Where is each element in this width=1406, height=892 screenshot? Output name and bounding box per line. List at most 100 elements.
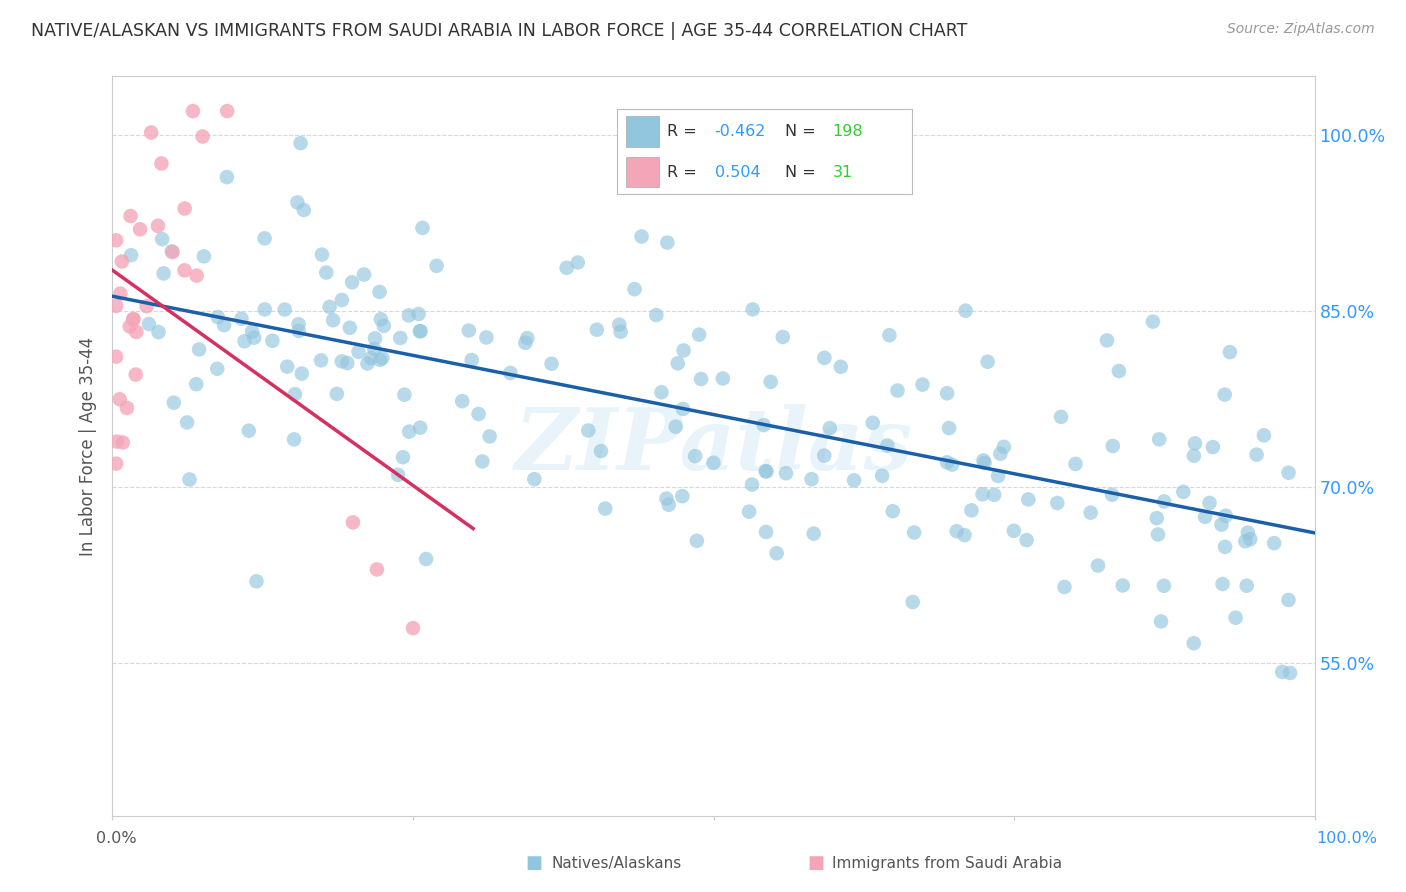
Point (105, 457, 128, 471)
Text: Source: ZipAtlas.com: Source: ZipAtlas.com (1227, 22, 1375, 37)
Point (1017, 492, 1039, 507)
Point (152, 267, 174, 281)
Point (941, 458, 963, 472)
Point (287, 318, 309, 332)
Point (1153, 494, 1175, 508)
Point (253, 302, 276, 317)
Point (1212, 577, 1234, 591)
Point (1080, 506, 1102, 520)
Point (217, 104, 239, 119)
Point (702, 456, 724, 470)
Point (1112, 578, 1135, 592)
Point (1194, 509, 1216, 524)
Point (1153, 579, 1175, 593)
Point (803, 526, 825, 541)
Point (960, 503, 983, 517)
Point (623, 282, 645, 296)
Point (181, 104, 204, 119)
Point (988, 447, 1011, 461)
Point (262, 334, 284, 348)
Point (903, 525, 925, 540)
Point (1202, 440, 1225, 454)
Point (409, 420, 432, 434)
Point (125, 368, 148, 382)
Point (830, 359, 852, 374)
Y-axis label: In Labor Force | Age 35-44: In Labor Force | Age 35-44 (79, 336, 97, 556)
Point (555, 260, 578, 275)
Point (176, 416, 198, 430)
Point (976, 355, 998, 369)
Point (356, 356, 378, 370)
Point (1108, 364, 1130, 378)
Point (1236, 579, 1258, 593)
Point (353, 268, 375, 282)
Point (193, 249, 215, 263)
Point (609, 325, 631, 339)
Point (371, 351, 394, 365)
Point (688, 327, 710, 342)
Point (426, 259, 449, 273)
Point (765, 546, 787, 560)
Point (191, 129, 214, 144)
Text: Immigrants from Saudi Arabia: Immigrants from Saudi Arabia (832, 856, 1063, 871)
Point (368, 285, 391, 299)
Point (1215, 508, 1237, 523)
Point (953, 528, 976, 542)
Point (292, 202, 315, 217)
Point (366, 562, 388, 576)
Text: NATIVE/ALASKAN VS IMMIGRANTS FROM SAUDI ARABIA IN LABOR FORCE | AGE 35-44 CORREL: NATIVE/ALASKAN VS IMMIGRANTS FROM SAUDI … (31, 22, 967, 40)
Point (274, 302, 297, 317)
Point (451, 394, 474, 409)
Point (983, 488, 1005, 502)
Text: 100.0%: 100.0% (1316, 831, 1378, 846)
Point (363, 342, 385, 356)
Point (993, 440, 1015, 454)
Point (1046, 496, 1069, 510)
Point (1064, 457, 1087, 471)
Point (741, 477, 763, 491)
Point (253, 231, 276, 245)
Point (315, 266, 337, 280)
Point (567, 255, 589, 269)
Text: 0.0%: 0.0% (97, 831, 136, 846)
Point (711, 371, 734, 385)
Point (1271, 665, 1294, 679)
Point (340, 276, 363, 290)
Point (911, 377, 934, 392)
Point (585, 323, 607, 337)
Point (1277, 593, 1299, 607)
Point (122, 312, 145, 326)
Point (475, 330, 498, 344)
Point (245, 574, 267, 589)
Point (973, 456, 995, 470)
Point (672, 343, 695, 358)
Point (818, 421, 841, 435)
Point (738, 505, 761, 519)
Point (120, 248, 142, 262)
Point (1182, 449, 1205, 463)
Point (755, 464, 778, 478)
Point (360, 351, 382, 365)
Point (540, 357, 562, 371)
Point (139, 126, 162, 140)
Point (862, 416, 884, 430)
Point (842, 474, 865, 488)
Point (515, 335, 537, 350)
Point (408, 307, 430, 321)
Text: ■: ■ (807, 855, 824, 872)
Point (283, 433, 305, 447)
Point (972, 453, 994, 467)
Point (1146, 511, 1168, 525)
Point (657, 235, 679, 250)
Point (389, 331, 412, 345)
Point (409, 324, 432, 338)
Point (936, 455, 959, 469)
Point (120, 209, 142, 223)
Point (1087, 558, 1109, 573)
Point (398, 425, 420, 439)
Point (499, 366, 522, 380)
Point (759, 375, 782, 389)
Point (741, 302, 763, 317)
Point (318, 300, 340, 314)
Point (870, 468, 893, 483)
